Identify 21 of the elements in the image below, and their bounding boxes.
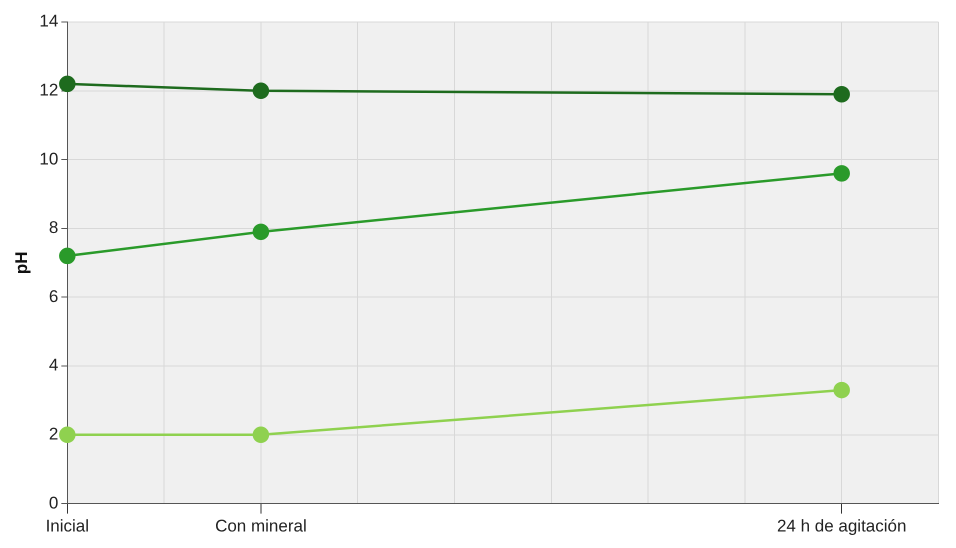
y-tick-label: 14 (39, 12, 58, 31)
y-tick-label: 2 (48, 424, 58, 444)
point (252, 82, 270, 100)
point (59, 248, 76, 264)
point (59, 426, 76, 444)
point (252, 426, 270, 444)
x-tick-label: Con mineral (215, 516, 307, 536)
point (59, 76, 76, 92)
y-tick-label: 12 (39, 80, 58, 100)
x-tick-label: 24 h de agitación (776, 516, 906, 536)
point (252, 224, 270, 240)
y-axis-title: pH (12, 251, 31, 274)
y-tick-label: 0 (48, 493, 58, 512)
y-tick-label: 6 (48, 286, 58, 306)
x-tick-label: Inicial (46, 516, 90, 536)
y-tick-label: 10 (39, 149, 58, 168)
point (833, 165, 850, 182)
y-tick-label: 8 (48, 218, 58, 238)
y-tick-label: 4 (48, 356, 58, 375)
point (833, 382, 850, 398)
point (833, 86, 850, 102)
